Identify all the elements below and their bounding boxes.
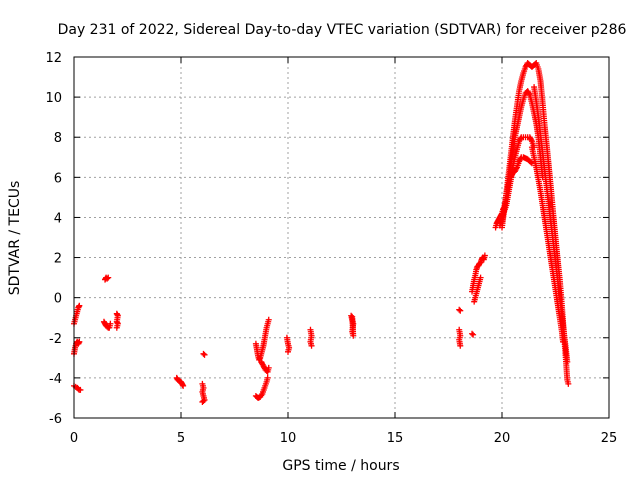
y-tick-label: 4	[54, 211, 62, 226]
data-point	[200, 350, 207, 357]
data-point	[513, 165, 520, 172]
data-point	[477, 274, 484, 281]
data-point	[107, 320, 114, 327]
data-point	[180, 382, 187, 389]
data-point	[76, 338, 83, 345]
y-tick-label: -2	[49, 332, 62, 347]
data-point	[265, 364, 272, 371]
data-point	[201, 351, 208, 358]
data-point	[113, 324, 120, 331]
data-point	[565, 380, 572, 387]
data-point	[264, 374, 271, 381]
data-points	[71, 60, 572, 405]
x-tick-label: 15	[387, 431, 404, 446]
x-tick-label: 20	[494, 431, 511, 446]
data-point	[349, 313, 356, 320]
y-tick-label: -6	[49, 412, 62, 427]
y-tick-label: -4	[49, 372, 62, 387]
data-point	[517, 135, 524, 142]
x-axis-label: GPS time / hours	[282, 458, 399, 474]
data-point	[564, 358, 571, 365]
data-point	[527, 159, 534, 166]
data-point	[200, 397, 207, 404]
y-tick-label: 12	[45, 51, 62, 66]
data-point	[457, 342, 464, 349]
y-tick-labels: -6 -4 -2 0 2 4 6 8 10 12	[45, 51, 62, 427]
chart-title: Day 231 of 2022, Sidereal Day-to-day VTE…	[58, 22, 627, 38]
x-tick-label: 5	[177, 431, 185, 446]
data-point	[559, 338, 566, 345]
x-tick-label: 0	[70, 431, 78, 446]
data-point	[76, 302, 83, 309]
data-point	[105, 274, 112, 281]
y-tick-label: 6	[54, 171, 62, 186]
data-point	[456, 306, 463, 313]
x-tick-labels: 0 5 10 15 20 25	[70, 431, 617, 446]
x-tick-label: 25	[601, 431, 618, 446]
y-axis-label: SDTVAR / TECUs	[7, 181, 23, 296]
y-tick-label: 2	[54, 252, 62, 267]
data-point	[104, 275, 111, 282]
y-tick-label: 10	[45, 91, 62, 106]
data-point	[199, 398, 206, 405]
x-tick-label: 10	[280, 431, 297, 446]
data-point	[481, 252, 488, 259]
data-point	[308, 342, 315, 349]
y-tick-label: 8	[54, 131, 62, 146]
plot-frame	[73, 56, 610, 419]
data-point	[526, 90, 533, 97]
axis-ticks	[73, 56, 610, 419]
data-point	[265, 316, 272, 323]
data-point	[528, 136, 535, 143]
y-tick-label: 0	[54, 292, 62, 307]
data-point	[469, 330, 476, 337]
data-point	[77, 386, 84, 393]
data-point	[470, 331, 477, 338]
data-point	[285, 348, 291, 355]
data-point	[457, 307, 464, 314]
